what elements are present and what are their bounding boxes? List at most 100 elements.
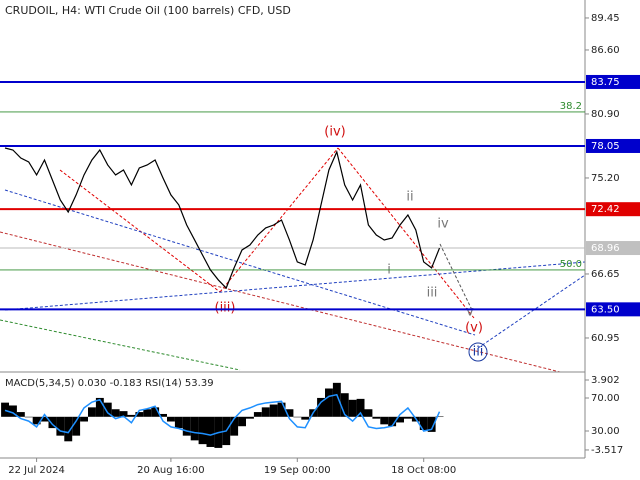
trendline: [59, 169, 221, 293]
macd-bar: [388, 416, 397, 427]
macd-bar: [64, 416, 73, 442]
macd-bar: [16, 412, 25, 417]
trendline: [0, 319, 241, 371]
y-tick-label: 66.65: [591, 269, 620, 280]
macd-bar: [435, 416, 444, 418]
y-tick-label: 86.60: [591, 45, 620, 56]
macd-bar: [9, 405, 17, 417]
macd-bar: [40, 416, 49, 422]
projection: [477, 274, 586, 349]
price-tag: [586, 302, 640, 317]
x-tick-label: 19 Sep 00:00: [264, 465, 331, 476]
y-tick-label: 89.45: [591, 13, 620, 24]
macd-bar: [301, 416, 310, 420]
macd-bar: [95, 397, 104, 417]
trendline: [4, 261, 586, 311]
price-tag-label: 72.42: [591, 204, 620, 215]
macd-bar: [261, 407, 270, 417]
price-tag-label: 83.75: [591, 77, 620, 88]
wave-label: (iii): [215, 301, 236, 316]
macd-bar: [427, 416, 436, 432]
macd-bar: [325, 388, 333, 417]
x-tick-label: 18 Oct 08:00: [391, 465, 456, 476]
macd-bar: [72, 416, 81, 436]
price-tag-label: 68.96: [591, 243, 620, 254]
y-tick-label: 60.95: [591, 333, 620, 344]
macd-bar: [111, 409, 120, 417]
macd-bar: [167, 416, 175, 422]
macd-bar: [404, 416, 412, 419]
macd-bar: [340, 393, 349, 417]
macd-bar: [32, 416, 41, 425]
price-line: [4, 147, 441, 290]
macd-bar: [419, 416, 428, 430]
macd-bar: [372, 416, 381, 419]
y-tick-label: 70.00: [591, 393, 620, 404]
chart-title: CRUDOIL, H4: WTI Crude Oil (100 barrels)…: [5, 4, 291, 17]
macd-bar: [230, 416, 239, 436]
wave-label: iv: [437, 217, 449, 232]
macd-bar: [182, 416, 191, 436]
y-tick-label: 80.90: [591, 109, 620, 120]
macd-bar: [356, 398, 365, 417]
y-tick-label: -3.517: [591, 445, 623, 456]
macd-bar: [396, 416, 404, 423]
price-tag: [586, 241, 640, 256]
macd-bar: [380, 416, 389, 425]
indicator-label: MACD(5,34,5) 0.030 -0.183 RSI(14) 53.39: [5, 378, 214, 389]
rsi-line: [4, 393, 441, 436]
macd-bar: [159, 413, 167, 417]
wave-label: v: [466, 305, 474, 320]
macd-bar: [24, 416, 33, 418]
macd-bar: [198, 416, 207, 445]
fibo-label: 38.2: [560, 101, 582, 112]
trendline: [219, 147, 339, 293]
trendline: [337, 147, 475, 319]
trendlines: [0, 147, 586, 373]
y-tick-label: 30.00: [591, 426, 620, 437]
wave-circle: [468, 342, 488, 362]
trendline: [4, 189, 476, 336]
price-tag-label: 78.05: [591, 141, 620, 152]
macd-bar: [246, 416, 254, 419]
macd-bar: [348, 399, 357, 417]
price-tag-label: 63.50: [591, 304, 620, 315]
macd-bar: [332, 382, 341, 417]
price-tag: [586, 202, 640, 217]
projection: [439, 243, 473, 311]
macd-bar: [317, 397, 325, 417]
wave-label: (iv): [324, 125, 345, 140]
wave-label: ii: [406, 190, 413, 205]
macd-bar: [48, 416, 57, 429]
x-tick-label: 20 Aug 16:00: [137, 465, 204, 476]
macd-bar: [135, 412, 144, 417]
macd-bar: [238, 416, 246, 427]
wave-label: iii: [427, 286, 438, 301]
macd-bar: [269, 404, 278, 417]
macd-bar: [253, 412, 262, 417]
macd-bar: [127, 414, 136, 417]
macd-bar: [80, 416, 88, 422]
macd-bar: [119, 411, 128, 417]
macd-bar: [206, 416, 215, 447]
y-tick-label: 75.20: [591, 173, 620, 184]
wave-label: (v): [465, 321, 483, 336]
macd-bar: [1, 402, 10, 417]
price-tag: [586, 138, 640, 153]
fibo-label: 50.0: [560, 259, 582, 270]
y-tick-label: 3.902: [591, 375, 620, 386]
macd-bar: [88, 407, 96, 417]
macd-bar: [285, 409, 294, 417]
trendline: [0, 231, 561, 373]
macd-bar: [277, 402, 286, 417]
macd-bar: [174, 416, 183, 429]
macd-bar: [190, 416, 199, 441]
wave-label: iii: [473, 345, 484, 360]
macd-bar: [103, 402, 112, 417]
macd-bar: [293, 416, 302, 418]
x-tick-label: 22 Jul 2024: [8, 465, 65, 476]
macd-bar: [364, 409, 373, 417]
macd-bar: [143, 409, 152, 417]
macd-bar: [151, 407, 160, 417]
